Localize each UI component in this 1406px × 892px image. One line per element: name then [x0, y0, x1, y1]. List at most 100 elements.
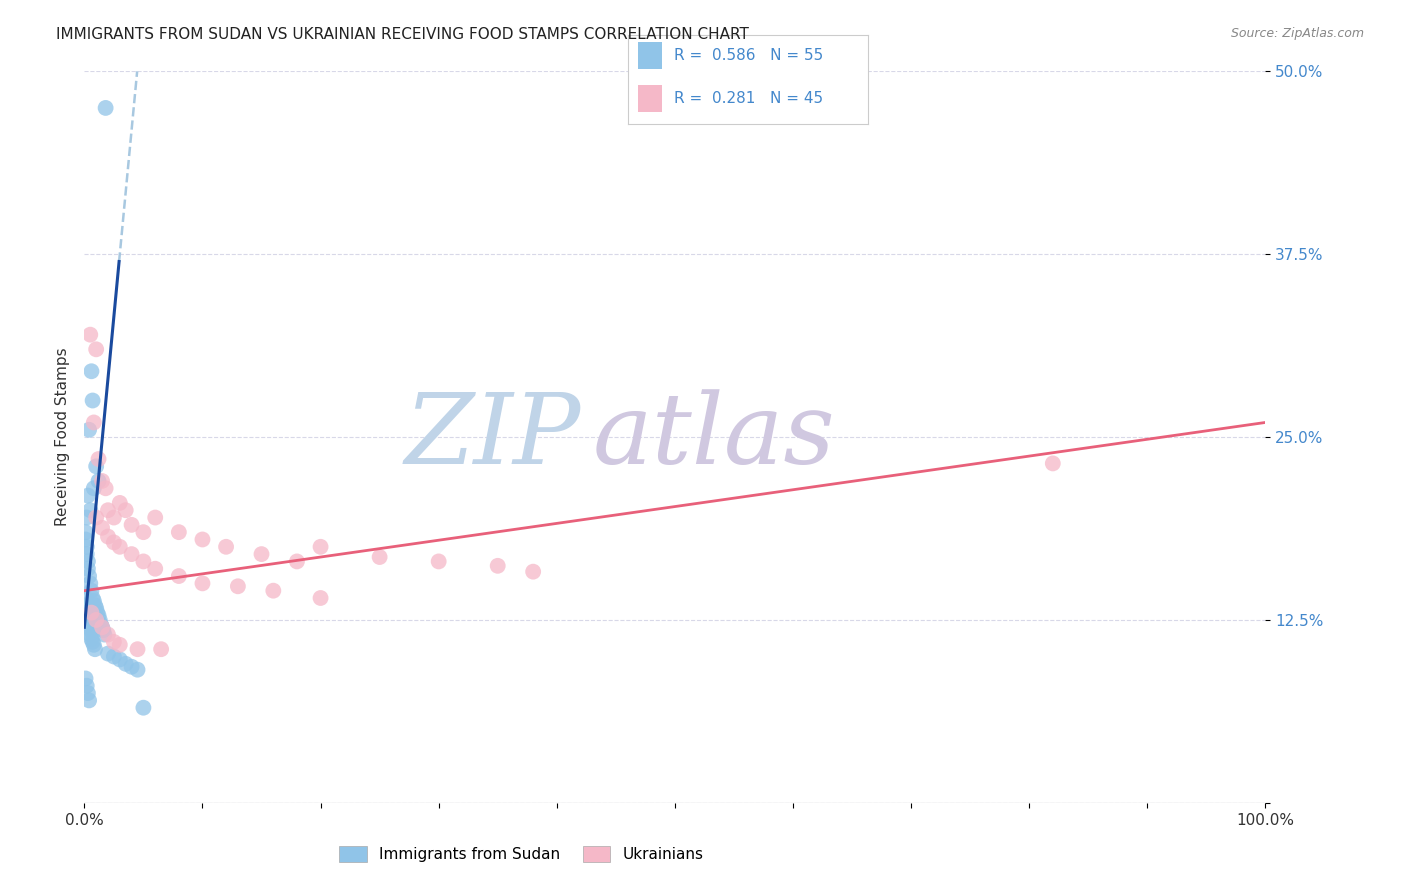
Text: Source: ZipAtlas.com: Source: ZipAtlas.com [1230, 27, 1364, 40]
Point [309, 540, 332, 554]
Point [103, 510, 125, 524]
Point [83, 638, 105, 652]
Point [132, 700, 155, 714]
Point [84, 601, 107, 615]
Point [77, 615, 100, 629]
Point [108, 638, 131, 652]
Point [132, 554, 155, 568]
Point [83, 481, 105, 495]
Point [82, 635, 104, 649]
Text: R =  0.281   N = 45: R = 0.281 N = 45 [673, 91, 823, 106]
Point [309, 591, 332, 605]
Point [108, 540, 131, 554]
Point [75, 591, 97, 605]
Point [80, 364, 103, 378]
Point [75, 525, 97, 540]
Point [89, 613, 111, 627]
Point [191, 533, 214, 547]
Point [77, 554, 100, 568]
Point [486, 558, 509, 573]
Point [84, 599, 107, 613]
Point [132, 525, 155, 540]
Point [87, 474, 110, 488]
Point [84, 613, 107, 627]
Point [522, 565, 544, 579]
Point [84, 343, 107, 357]
Point [167, 569, 190, 583]
Point [1042, 457, 1064, 471]
Point [143, 562, 166, 576]
Point [143, 510, 166, 524]
Point [79, 576, 101, 591]
Point [76, 608, 98, 623]
Point [215, 540, 238, 554]
Point [75, 599, 97, 613]
Point [80, 632, 103, 646]
Point [79, 627, 101, 641]
Point [114, 657, 136, 671]
Point [191, 576, 214, 591]
Text: R =  0.586   N = 55: R = 0.586 N = 55 [673, 47, 823, 62]
Point [94, 101, 117, 115]
Point [82, 591, 104, 605]
Point [77, 569, 100, 583]
Point [91, 620, 114, 634]
Point [114, 503, 136, 517]
Point [80, 583, 103, 598]
Point [75, 672, 97, 686]
Point [84, 510, 107, 524]
Point [121, 547, 143, 561]
Point [91, 474, 114, 488]
Point [76, 679, 98, 693]
Point [97, 530, 120, 544]
Point [80, 606, 103, 620]
Point [77, 620, 100, 634]
Point [77, 562, 100, 576]
Point [150, 642, 173, 657]
Point [127, 663, 149, 677]
Point [108, 496, 131, 510]
Point [76, 606, 98, 620]
Y-axis label: Receiving Food Stamps: Receiving Food Stamps [55, 348, 70, 526]
Point [167, 525, 190, 540]
Point [103, 649, 125, 664]
Point [84, 459, 107, 474]
Point [93, 627, 115, 641]
Point [83, 416, 105, 430]
Legend: Immigrants from Sudan, Ukrainians: Immigrants from Sudan, Ukrainians [333, 840, 710, 868]
Point [97, 627, 120, 641]
Point [91, 620, 114, 634]
Point [79, 623, 101, 637]
Point [86, 606, 108, 620]
Point [77, 423, 100, 437]
Point [226, 579, 249, 593]
Point [75, 533, 97, 547]
Point [77, 489, 100, 503]
Point [87, 608, 110, 623]
Point [77, 693, 100, 707]
FancyBboxPatch shape [637, 85, 661, 112]
Point [103, 635, 125, 649]
Point [127, 642, 149, 657]
Point [84, 642, 107, 657]
Point [76, 547, 98, 561]
Point [121, 517, 143, 532]
Point [77, 686, 100, 700]
FancyBboxPatch shape [637, 42, 661, 69]
Point [250, 547, 273, 561]
Point [76, 510, 98, 524]
Point [83, 594, 105, 608]
Point [76, 540, 98, 554]
Point [285, 554, 308, 568]
Point [79, 503, 101, 517]
Point [90, 617, 112, 632]
Point [108, 652, 131, 666]
Text: IMMIGRANTS FROM SUDAN VS UKRAINIAN RECEIVING FOOD STAMPS CORRELATION CHART: IMMIGRANTS FROM SUDAN VS UKRAINIAN RECEI… [56, 27, 749, 42]
Point [103, 535, 125, 549]
Point [97, 647, 120, 661]
Point [77, 611, 100, 625]
Point [97, 503, 120, 517]
Point [87, 452, 110, 467]
Text: ZIP: ZIP [404, 390, 581, 484]
Point [79, 327, 101, 342]
